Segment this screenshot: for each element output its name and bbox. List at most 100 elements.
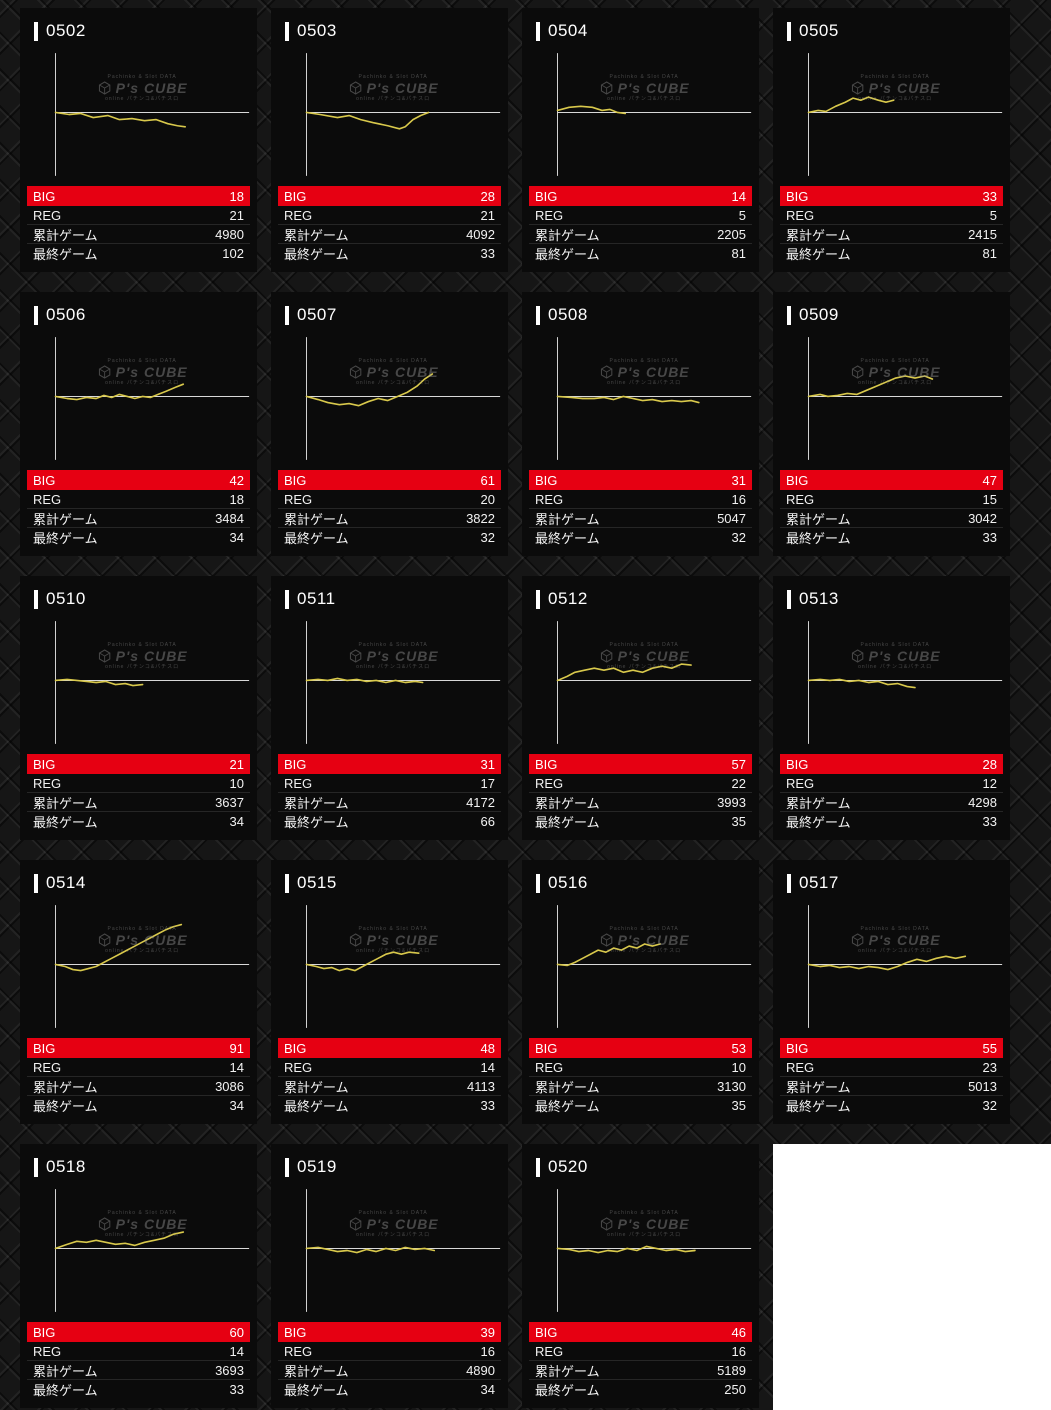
stats-table: BIG 14 REG 5 累計ゲーム 2205 最終ゲーム 81 — [529, 186, 752, 263]
total-games-label: 累計ゲーム — [33, 227, 98, 243]
total-games-count: 3693 — [215, 1362, 244, 1378]
stats-table: BIG 39 REG 16 累計ゲーム 4890 最終ゲーム 34 — [278, 1322, 501, 1399]
machine-card[interactable]: 0504 Pachinko & Slot DATA P's CUBE onlin… — [522, 8, 759, 272]
reg-label: REG — [33, 207, 62, 223]
total-games-count: 3130 — [717, 1078, 746, 1094]
big-count: 61 — [480, 472, 495, 488]
big-row: BIG 14 — [529, 186, 752, 206]
machine-card[interactable]: 0513 Pachinko & Slot DATA P's CUBE onlin… — [773, 576, 1010, 840]
sparkline-svg — [807, 621, 1003, 744]
sparkline-svg — [556, 337, 752, 460]
reg-label: REG — [535, 775, 564, 791]
sparkline-svg — [54, 621, 250, 744]
total-games-label: 累計ゲーム — [786, 227, 851, 243]
header-accent-bar — [285, 1157, 289, 1177]
last-game-label: 最終ゲーム — [33, 247, 98, 262]
reg-row: REG 15 — [780, 490, 1003, 509]
last-game-row: 最終ゲーム 33 — [278, 1096, 501, 1115]
machine-card[interactable]: 0508 Pachinko & Slot DATA P's CUBE onlin… — [522, 292, 759, 556]
big-label: BIG — [284, 756, 307, 772]
header-accent-bar — [536, 21, 540, 41]
total-games-row: 累計ゲーム 3484 — [27, 509, 250, 528]
machine-card[interactable]: 0519 Pachinko & Slot DATA P's CUBE onlin… — [271, 1144, 508, 1408]
big-label: BIG — [786, 472, 809, 488]
last-game-row: 最終ゲーム 34 — [27, 812, 250, 831]
machine-card[interactable]: 0505 Pachinko & Slot DATA P's CUBE onlin… — [773, 8, 1010, 272]
last-game-label: 最終ゲーム — [284, 247, 349, 262]
big-label: BIG — [786, 756, 809, 772]
trend-line — [54, 923, 183, 972]
machine-card[interactable]: 0503 Pachinko & Slot DATA P's CUBE onlin… — [271, 8, 508, 272]
big-count: 31 — [731, 472, 746, 488]
total-games-row: 累計ゲーム 4980 — [27, 225, 250, 244]
sparkline-svg — [305, 621, 501, 744]
machine-card[interactable]: 0516 Pachinko & Slot DATA P's CUBE onlin… — [522, 860, 759, 1124]
game-trend-chart: Pachinko & Slot DATA P's CUBE online パチン… — [522, 43, 759, 186]
reg-count: 17 — [480, 775, 495, 791]
big-label: BIG — [33, 1324, 56, 1340]
reg-label: REG — [535, 491, 564, 507]
header-accent-bar — [285, 305, 289, 325]
trend-line — [807, 96, 895, 114]
machine-card[interactable]: 0511 Pachinko & Slot DATA P's CUBE onlin… — [271, 576, 508, 840]
total-games-label: 累計ゲーム — [33, 1079, 98, 1095]
last-game-label: 最終ゲーム — [284, 531, 349, 546]
reg-label: REG — [535, 1059, 564, 1075]
trend-line — [556, 663, 692, 682]
reg-count: 21 — [480, 207, 495, 223]
last-game-row: 最終ゲーム 33 — [27, 1380, 250, 1399]
header-accent-bar — [787, 873, 791, 893]
big-row: BIG 47 — [780, 470, 1003, 490]
total-games-label: 累計ゲーム — [535, 1363, 600, 1379]
total-games-count: 4092 — [466, 226, 495, 242]
reg-row: REG 14 — [27, 1058, 250, 1077]
big-count: 48 — [480, 1040, 495, 1056]
big-row: BIG 28 — [780, 754, 1003, 774]
last-game-count: 32 — [731, 530, 746, 545]
reg-count: 22 — [731, 775, 746, 791]
card-header: 0510 — [20, 576, 257, 611]
header-accent-bar — [787, 21, 791, 41]
machine-card[interactable]: 0517 Pachinko & Slot DATA P's CUBE onlin… — [773, 860, 1010, 1124]
total-games-count: 5013 — [968, 1078, 997, 1094]
big-count: 31 — [480, 756, 495, 772]
machine-card[interactable]: 0515 Pachinko & Slot DATA P's CUBE onlin… — [271, 860, 508, 1124]
last-game-count: 33 — [480, 246, 495, 261]
big-count: 28 — [480, 188, 495, 204]
card-header: 0520 — [522, 1144, 759, 1179]
machine-number: 0505 — [799, 21, 839, 40]
trend-line — [305, 111, 430, 130]
last-game-row: 最終ゲーム 33 — [780, 812, 1003, 831]
reg-row: REG 12 — [780, 774, 1003, 793]
big-row: BIG 57 — [529, 754, 752, 774]
sparkline-svg — [807, 337, 1003, 460]
reg-label: REG — [786, 207, 815, 223]
big-row: BIG 33 — [780, 186, 1003, 206]
machine-card[interactable]: 0512 Pachinko & Slot DATA P's CUBE onlin… — [522, 576, 759, 840]
trend-line — [305, 951, 420, 972]
total-games-count: 3637 — [215, 794, 244, 810]
reg-label: REG — [284, 1059, 313, 1075]
machine-card[interactable]: 0502 Pachinko & Slot DATA P's CUBE onlin… — [20, 8, 257, 272]
last-game-count: 34 — [229, 1098, 244, 1113]
machine-card[interactable]: 0509 Pachinko & Slot DATA P's CUBE onlin… — [773, 292, 1010, 556]
machine-card[interactable]: 0518 Pachinko & Slot DATA P's CUBE onlin… — [20, 1144, 257, 1408]
machine-card[interactable]: 0507 Pachinko & Slot DATA P's CUBE onlin… — [271, 292, 508, 556]
reg-count: 10 — [229, 775, 244, 791]
stats-table: BIG 57 REG 22 累計ゲーム 3993 最終ゲーム 35 — [529, 754, 752, 831]
last-game-label: 最終ゲーム — [284, 1383, 349, 1398]
card-header: 0512 — [522, 576, 759, 611]
trend-line — [54, 383, 185, 401]
machine-card[interactable]: 0510 Pachinko & Slot DATA P's CUBE onlin… — [20, 576, 257, 840]
total-games-count: 5189 — [717, 1362, 746, 1378]
game-trend-chart: Pachinko & Slot DATA P's CUBE online パチン… — [271, 43, 508, 186]
total-games-count: 4298 — [968, 794, 997, 810]
reg-count: 16 — [480, 1343, 495, 1359]
machine-card[interactable]: 0514 Pachinko & Slot DATA P's CUBE onlin… — [20, 860, 257, 1124]
reg-row: REG 16 — [529, 1342, 752, 1361]
machine-card[interactable]: 0506 Pachinko & Slot DATA P's CUBE onlin… — [20, 292, 257, 556]
machine-card[interactable]: 0520 Pachinko & Slot DATA P's CUBE onlin… — [522, 1144, 759, 1408]
trend-line — [556, 105, 627, 115]
game-trend-chart: Pachinko & Slot DATA P's CUBE online パチン… — [522, 895, 759, 1038]
last-game-label: 最終ゲーム — [535, 247, 600, 262]
